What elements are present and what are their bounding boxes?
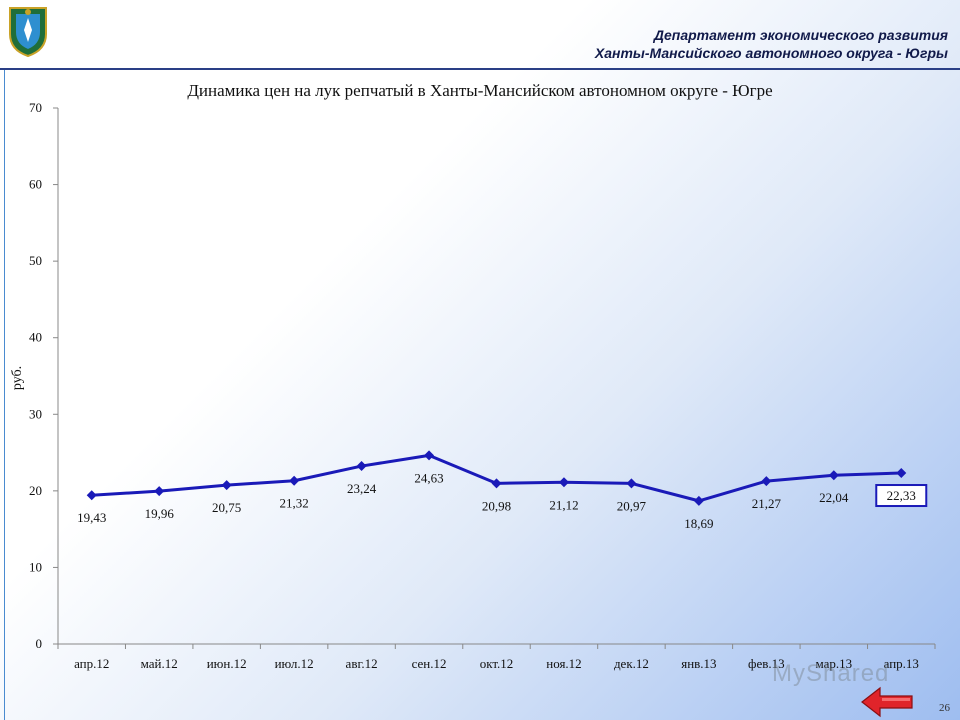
data-label: 22,04 xyxy=(819,490,849,505)
data-label: 19,43 xyxy=(77,510,106,525)
x-tick-label: апр.13 xyxy=(884,656,919,671)
watermark: MyShared xyxy=(772,660,890,687)
chart-title: Динамика цен на лук репчатый в Ханты-Ман… xyxy=(187,81,772,100)
data-point xyxy=(154,486,165,497)
data-point xyxy=(424,450,435,461)
data-labels: 19,43 19,96 20,75 21,32 23,24 24,63 20,98 21,12… xyxy=(77,470,928,531)
data-label: 20,75 xyxy=(212,500,241,515)
y-tick-label: 50 xyxy=(29,253,42,268)
series-group xyxy=(86,450,907,506)
x-tick-label: апр.12 xyxy=(74,656,109,671)
x-tick-label: фев.13 xyxy=(748,656,785,671)
left-border-line xyxy=(4,70,5,720)
data-point xyxy=(693,495,704,506)
data-label: 21,12 xyxy=(549,497,578,512)
data-label: 18,69 xyxy=(684,516,713,531)
data-label: 20,98 xyxy=(482,498,511,513)
x-tick-label: мар.13 xyxy=(815,656,852,671)
x-tick-label: авг.12 xyxy=(346,656,378,671)
y-axis-label: руб. xyxy=(10,366,25,390)
x-tick-label: май.12 xyxy=(141,656,178,671)
page-number: 26 xyxy=(939,702,950,714)
y-tick-label: 10 xyxy=(29,559,42,574)
highlighted-label-box xyxy=(875,484,928,508)
data-label: 21,27 xyxy=(752,496,782,511)
header-divider xyxy=(0,68,960,70)
data-point xyxy=(828,470,839,481)
department-line-2: Ханты-Мансийского автономного округа - Ю… xyxy=(594,45,948,61)
data-label: 20,97 xyxy=(617,498,647,513)
red-arrow-left-icon[interactable] xyxy=(860,686,914,718)
data-point xyxy=(356,461,367,472)
data-point xyxy=(626,478,637,489)
y-tick-label: 60 xyxy=(29,177,42,192)
x-tick-label: июл.12 xyxy=(275,656,314,671)
y-tick-label: 70 xyxy=(29,100,42,115)
data-point xyxy=(558,477,569,488)
x-tick-label: ноя.12 xyxy=(546,656,581,671)
data-label: 19,96 xyxy=(145,506,175,521)
x-tick-label: июн.12 xyxy=(207,656,247,671)
y-tick-label: 0 xyxy=(36,636,43,651)
data-point xyxy=(289,475,300,486)
department-header: Департамент экономического развития Хант… xyxy=(595,26,948,62)
y-tick-label: 30 xyxy=(29,406,42,421)
data-point xyxy=(86,490,97,501)
y-axis-ticks: 0 10 20 30 40 50 60 70 xyxy=(29,100,58,651)
chart-axes xyxy=(57,108,935,645)
x-axis-ticks: апр.12 май.12 июн.12 июл.12 авг.12 сен.12 окт.… xyxy=(57,644,936,671)
data-point xyxy=(221,480,232,491)
data-label: 21,32 xyxy=(279,496,308,511)
department-line-1: Департамент экономического развития xyxy=(653,27,948,43)
data-point xyxy=(761,476,772,487)
data-label: 22,33 xyxy=(887,488,916,503)
data-label: 23,24 xyxy=(347,481,377,496)
coat-of-arms-icon xyxy=(9,7,47,58)
x-tick-label: янв.13 xyxy=(681,656,716,671)
x-tick-label: окт.12 xyxy=(480,656,514,671)
data-point xyxy=(896,468,907,479)
data-point xyxy=(491,478,502,489)
x-tick-label: дек.12 xyxy=(614,656,649,671)
data-label: 24,63 xyxy=(414,470,443,485)
series-line xyxy=(91,453,902,503)
x-tick-label: сен.12 xyxy=(412,656,447,671)
y-tick-label: 20 xyxy=(29,483,42,498)
y-tick-label: 40 xyxy=(29,330,42,345)
